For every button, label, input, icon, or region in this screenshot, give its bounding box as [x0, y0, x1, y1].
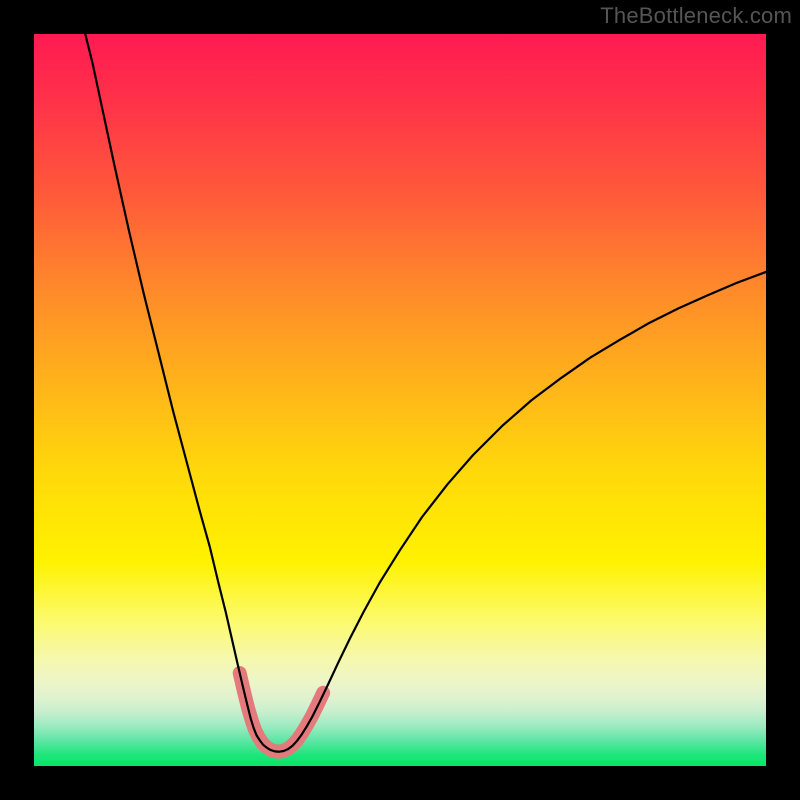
chart-background	[34, 34, 766, 766]
watermark-text: TheBottleneck.com	[600, 3, 792, 29]
bottleneck-curve-chart	[34, 34, 766, 766]
plot-frame	[34, 34, 766, 766]
chart-container: TheBottleneck.com	[0, 0, 800, 800]
